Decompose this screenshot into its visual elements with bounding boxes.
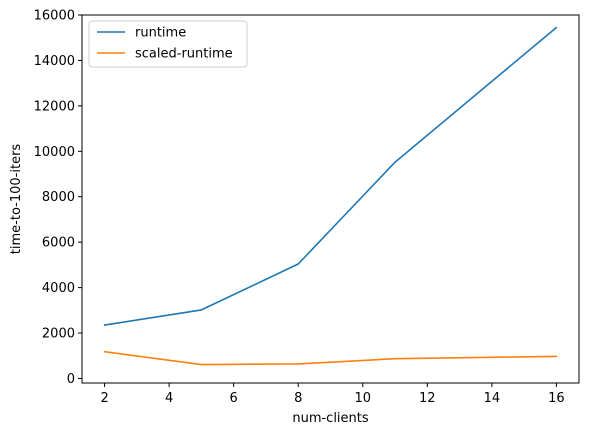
legend-label-scaled-runtime: scaled-runtime <box>135 47 233 62</box>
y-tick-label: 6000 <box>42 236 75 251</box>
data-point-runtime <box>394 161 396 163</box>
data-point-scaled-runtime <box>103 350 106 353</box>
y-tick-label: 14000 <box>34 54 75 69</box>
legend-label-runtime: runtime <box>135 26 186 41</box>
data-point-scaled-runtime <box>297 363 300 365</box>
data-point-scaled-runtime <box>394 357 396 360</box>
y-tick-label: 4000 <box>42 281 75 296</box>
y-tick-label: 16000 <box>34 9 75 24</box>
y-tick-label: 2000 <box>42 327 75 342</box>
plot-frame <box>81 14 580 384</box>
data-point-runtime <box>103 324 106 326</box>
x-tick-label: 6 <box>230 391 238 406</box>
series-layer <box>103 26 558 366</box>
y-tick-label: 10000 <box>34 145 75 160</box>
data-point-runtime <box>297 263 300 265</box>
legend: runtime scaled-runtime <box>88 20 248 68</box>
x-tick-label: 4 <box>165 391 173 406</box>
data-point-scaled-runtime <box>200 363 203 366</box>
data-point-runtime <box>200 309 203 311</box>
x-tick-label: 16 <box>548 391 565 406</box>
x-tick-label: 8 <box>294 391 302 406</box>
legend-frame <box>88 20 248 68</box>
x-axis-label: num-clients <box>292 411 369 426</box>
y-tick-label: 12000 <box>34 99 75 114</box>
y-tick-label: 0 <box>67 372 75 387</box>
data-point-runtime <box>555 26 558 29</box>
data-point-scaled-runtime <box>555 355 558 358</box>
x-tick-label: 12 <box>419 391 436 406</box>
x-tick-label: 10 <box>354 391 371 406</box>
x-tick-label: 2 <box>100 391 108 406</box>
y-axis-label: time-to-100-iters <box>9 144 24 255</box>
ticks-layer: 2 4 6 8 10 12 14 16 0 2000 4000 6000 8000 10000 12000 1… <box>34 9 565 407</box>
y-tick-label: 8000 <box>42 190 75 205</box>
plot-background <box>82 15 579 383</box>
x-tick-label: 14 <box>484 391 501 406</box>
